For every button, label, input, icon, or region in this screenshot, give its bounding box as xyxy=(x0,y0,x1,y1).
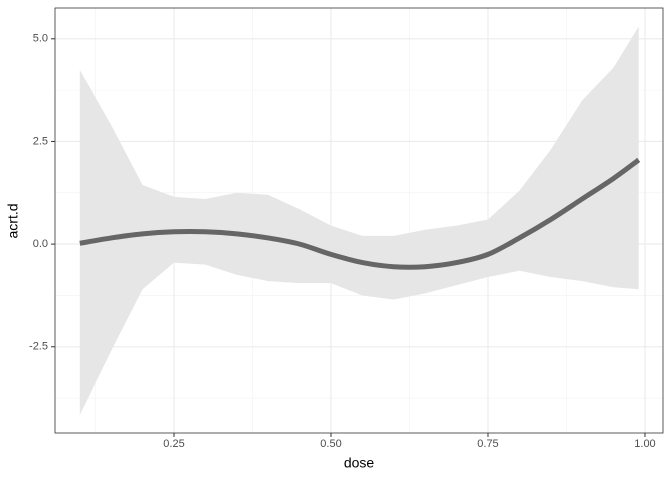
x-tick-label: 0.25 xyxy=(163,438,184,450)
y-tick-label: -2.5 xyxy=(29,341,48,353)
fit-line xyxy=(79,157,641,270)
y-tick-label: 0.0 xyxy=(33,238,48,250)
panel-border xyxy=(54,7,664,434)
x-tick-label: 1.00 xyxy=(634,438,655,450)
x-tick-label: 0.50 xyxy=(320,438,341,450)
y-axis-title: acrt.d xyxy=(5,203,21,238)
x-axis-title: dose xyxy=(344,455,375,471)
y-tick-label: 2.5 xyxy=(33,135,48,147)
y-tick-label: 5.0 xyxy=(33,33,48,45)
confidence-band xyxy=(79,26,639,415)
x-tick-label: 0.75 xyxy=(477,438,498,450)
